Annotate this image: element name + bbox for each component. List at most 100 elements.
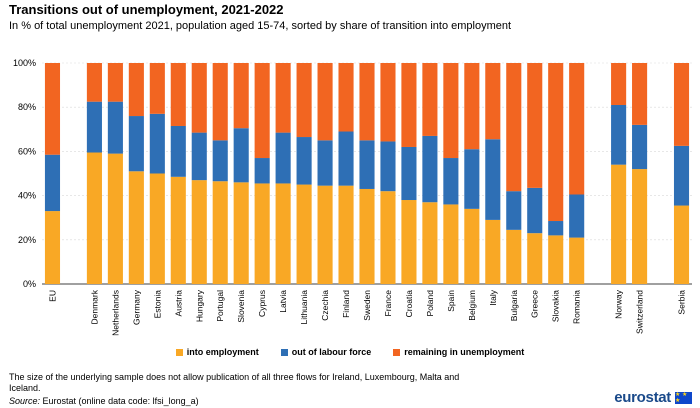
y-tick-label: 0%: [23, 279, 36, 289]
x-tick-label: France: [383, 290, 393, 317]
bar-segment: [233, 63, 249, 129]
y-tick-label: 80%: [18, 102, 36, 112]
chart-subtitle: In % of total unemployment 2021, populat…: [9, 20, 512, 32]
bar-segment: [380, 191, 396, 284]
bar-segment: [569, 194, 585, 238]
bar-segment: [527, 187, 543, 234]
bar-segment: [191, 63, 207, 133]
bar-segment: [380, 141, 396, 192]
bar-segment: [191, 180, 207, 284]
y-tick-label: 60%: [18, 146, 36, 156]
bar-segment: [673, 145, 690, 206]
bar-segment: [128, 171, 144, 284]
source-label: Source:: [9, 396, 41, 406]
bar-segment: [191, 132, 207, 181]
x-tick-label: Slovakia: [551, 290, 561, 322]
bar-segment: [317, 185, 333, 284]
legend-label-remaining-in-unemployment: remaining in unemployment: [404, 347, 525, 357]
x-tick-label: Romania: [572, 290, 582, 324]
bar-segment: [569, 237, 585, 284]
bar-segment: [673, 63, 690, 146]
bar-segment: [212, 63, 228, 141]
bar-segment: [485, 63, 501, 140]
legend-item-into-employment: into employment: [175, 347, 259, 357]
bar-segment: [611, 104, 627, 165]
legend: into employment out of labour force rema…: [0, 347, 700, 357]
x-tick-label: Denmark: [89, 289, 99, 324]
x-tick-label: Czechia: [320, 290, 330, 321]
x-tick-label: Poland: [425, 290, 435, 317]
bar-segment: [149, 173, 165, 284]
bar-segment: [443, 204, 459, 284]
bar-segment: [128, 63, 144, 117]
bar-segment: [296, 63, 312, 138]
bar-segment: [86, 101, 102, 153]
legend-item-out-of-labour-force: out of labour force: [280, 347, 371, 357]
bar-segment: [611, 63, 627, 105]
bar-segment: [149, 63, 165, 114]
y-tick-label: 20%: [18, 235, 36, 245]
x-tick-label: Lithuania: [299, 290, 309, 325]
bar-segment: [422, 202, 438, 284]
bar-segment: [422, 63, 438, 136]
bar-segment: [338, 185, 354, 284]
x-tick-label: Switzerland: [635, 290, 645, 334]
bar-segment: [254, 183, 270, 284]
bar-segment: [296, 184, 312, 284]
bar-segment: [212, 181, 228, 284]
bar-segment: [401, 146, 417, 201]
bar-segment: [275, 183, 291, 284]
bar-segment: [464, 63, 480, 150]
bar-segment: [673, 205, 690, 284]
x-tick-label: Austria: [173, 290, 183, 317]
bar-segment: [233, 128, 249, 183]
x-tick-label: Slovenia: [236, 290, 246, 323]
bar-segment: [527, 63, 543, 188]
x-tick-label: Portugal: [215, 290, 225, 322]
bar-segment: [548, 221, 564, 236]
bar-segment: [86, 152, 102, 284]
bar-segment: [44, 63, 61, 155]
x-tick-label: Spain: [446, 290, 456, 312]
eu-flag-icon: ★ ★ ★: [675, 391, 692, 404]
bar-segment: [254, 63, 270, 159]
bar-segment: [338, 131, 354, 186]
bar-segment: [296, 137, 312, 185]
footnote: The size of the underlying sample does n…: [9, 372, 460, 393]
legend-label-into-employment: into employment: [186, 347, 259, 357]
bar-segment: [86, 63, 102, 102]
bar-segment: [401, 200, 417, 284]
bar-segment: [569, 63, 585, 195]
bar-segment: [317, 140, 333, 186]
stacked-bar-chart: 0% 20% 40% 60% 80% 100% EU Denmark Netherlands Ge…: [13, 58, 692, 336]
bar-segment: [380, 63, 396, 142]
bar-segment: [464, 149, 480, 209]
x-tick-label: Bulgaria: [509, 290, 519, 321]
source-line: Source: Eurostat (online data code: lfsi…: [9, 396, 199, 406]
eurostat-logo-text: eurostat: [614, 389, 671, 406]
bar-segment: [275, 132, 291, 184]
bar-segment: [170, 176, 186, 284]
bar-segment: [44, 154, 61, 212]
x-tick-label: Hungary: [194, 289, 204, 322]
x-tick-label: Greece: [530, 290, 540, 318]
x-tick-label: Belgium: [467, 290, 477, 321]
bar-segment: [170, 63, 186, 126]
bar-segment: [632, 169, 648, 284]
y-tick-label: 40%: [18, 191, 36, 201]
legend-swatch-out-of-labour-force: [280, 348, 288, 356]
bar-segment: [401, 63, 417, 147]
legend-item-remaining-in-unemployment: remaining in unemployment: [393, 347, 524, 357]
chart-title: Transitions out of unemployment, 2021-20…: [9, 2, 284, 17]
x-tick-label: Croatia: [404, 290, 414, 318]
bar-segment: [254, 158, 270, 184]
bar-segment: [107, 63, 123, 102]
bar-segment: [317, 63, 333, 141]
bar-segment: [359, 188, 375, 284]
x-tick-label: Serbia: [677, 290, 687, 315]
bar-segment: [338, 63, 354, 132]
bar-segment: [443, 63, 459, 159]
bar-segment: [422, 135, 438, 203]
bar-segment: [548, 63, 564, 222]
bar-segment: [275, 63, 291, 133]
